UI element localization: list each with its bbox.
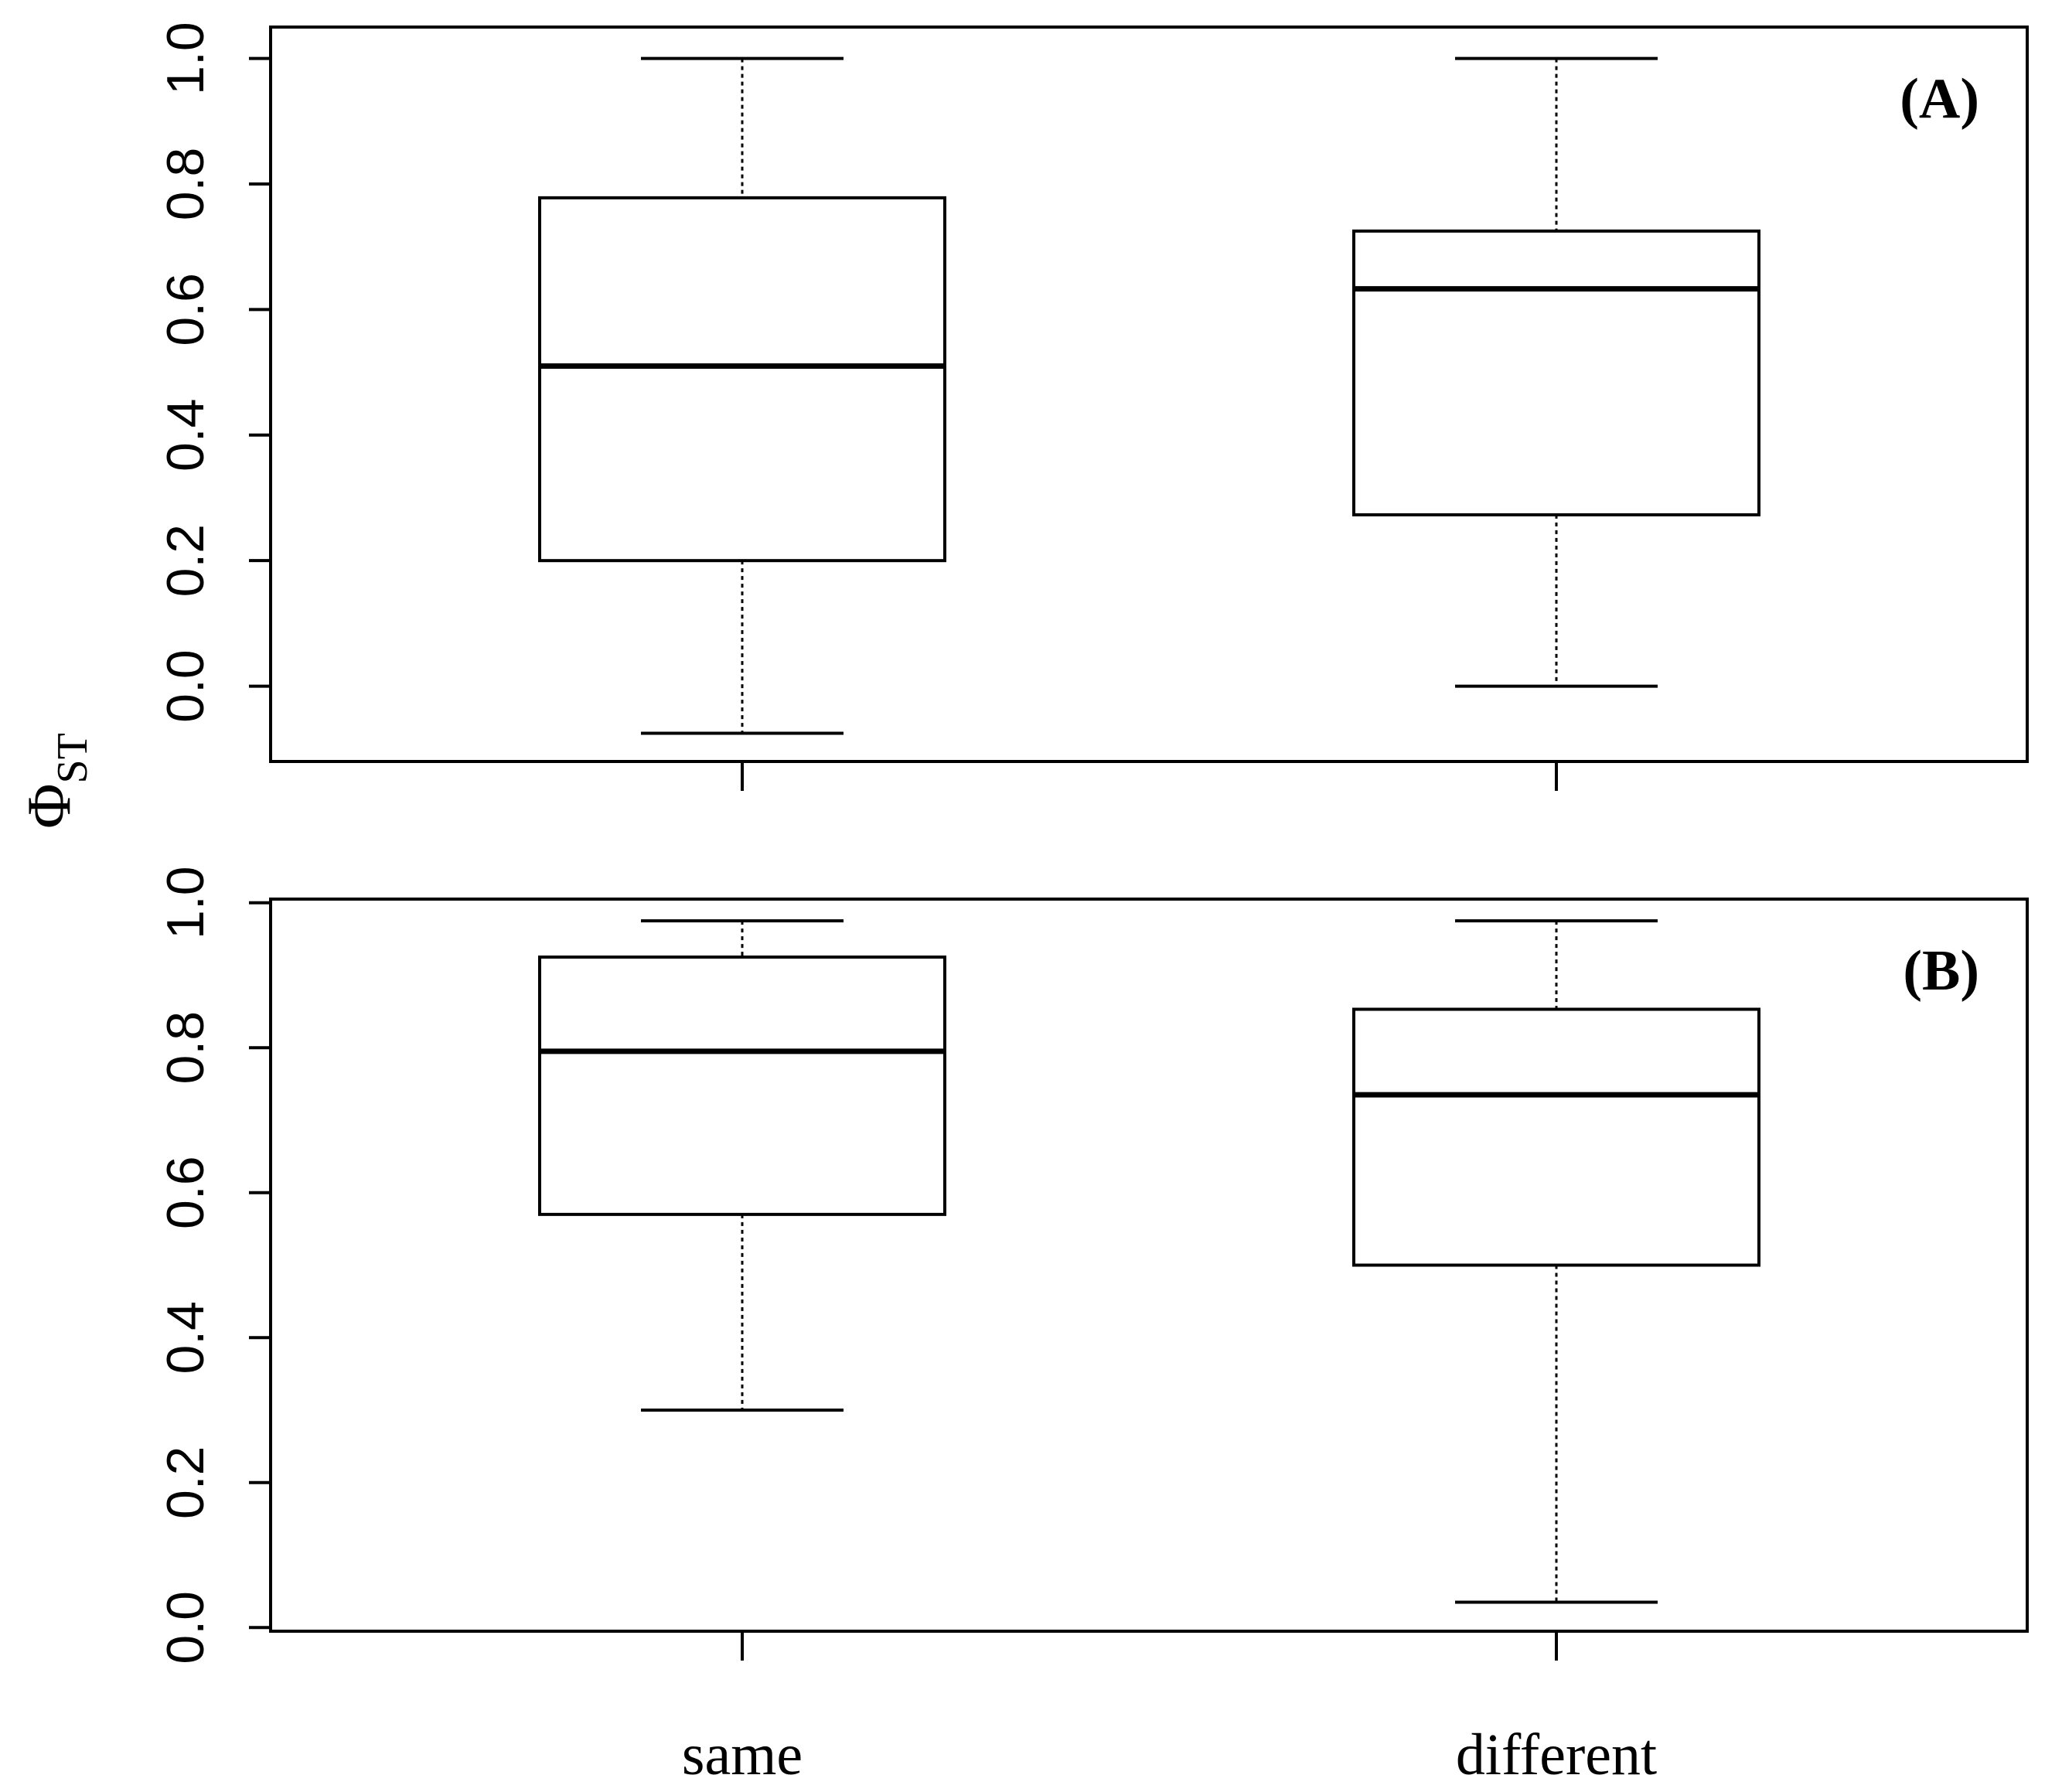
iqr-box [1352, 229, 1760, 516]
box-different [1352, 56, 1760, 688]
y-tick-label: 0.4 [156, 1301, 215, 1375]
y-tick-label: 0.4 [156, 399, 215, 472]
y-tick-label: 0.2 [156, 1446, 215, 1520]
box-same [538, 56, 946, 735]
shared-labels: same different ΦST [15, 733, 1657, 1787]
y-tick-label: 0.6 [156, 273, 215, 346]
y-tick-label: 1.0 [156, 22, 215, 95]
y-tick-label: 0.6 [156, 1156, 215, 1229]
category-label-different: different [1456, 1722, 1657, 1787]
plot-frame [269, 898, 2029, 1633]
iqr-box [538, 956, 946, 1216]
y-axis-label-symbol: Φ [15, 783, 84, 828]
category-label-same: same [682, 1722, 803, 1787]
y-tick-label: 0.8 [156, 148, 215, 221]
y-axis-label: ΦST [15, 733, 97, 829]
panel-label: (B) [1903, 939, 1979, 1003]
y-axis-label-subscript: ST [49, 733, 97, 783]
y-tick-label: 1.0 [156, 866, 215, 939]
iqr-box [1352, 1007, 1760, 1267]
box-same [538, 919, 946, 1412]
y-tick-label: 0.0 [156, 1591, 215, 1664]
box-different [1352, 919, 1760, 1604]
plot-frame [269, 26, 2029, 763]
y-tick-label: 0.2 [156, 524, 215, 598]
iqr-box [538, 196, 946, 563]
panel-b: 0.0 0.2 0.4 0.6 0.8 1.0 (B) [156, 866, 2029, 1664]
y-tick-label: 0.8 [156, 1011, 215, 1085]
panel-a: 0.0 0.2 0.4 0.6 0.8 1.0 (A) [156, 22, 2029, 791]
panel-label: (A) [1900, 67, 1979, 131]
y-tick-label: 0.0 [156, 649, 215, 723]
